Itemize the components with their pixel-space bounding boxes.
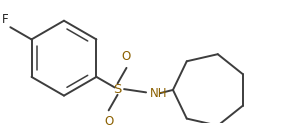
Text: S: S	[113, 83, 122, 96]
Text: O: O	[122, 50, 131, 63]
Text: F: F	[2, 13, 9, 26]
Text: O: O	[104, 115, 113, 128]
Text: NH: NH	[150, 88, 168, 100]
